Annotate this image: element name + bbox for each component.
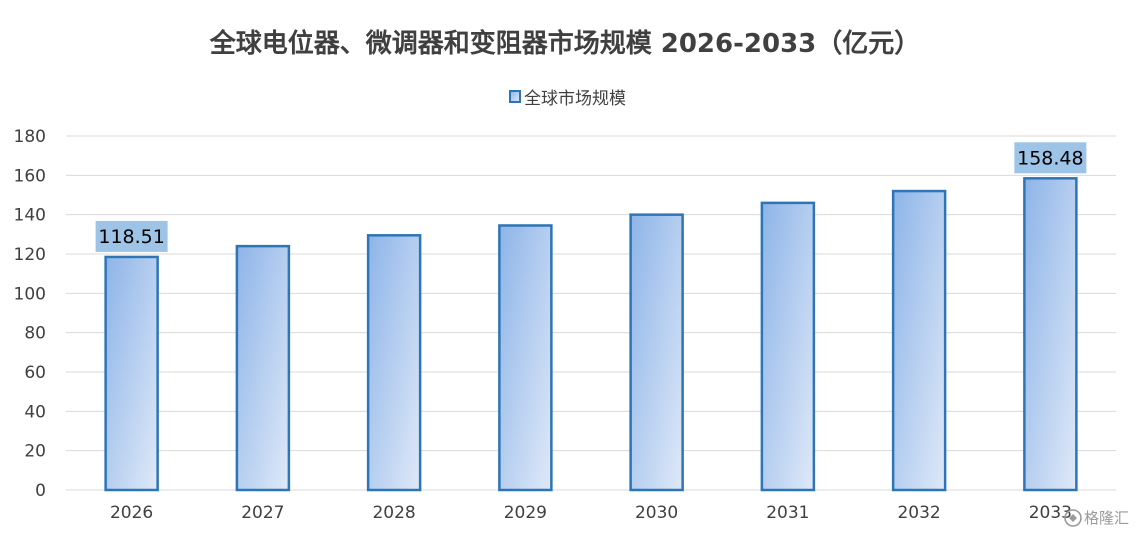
x-tick-label: 2029 <box>504 503 547 523</box>
bar <box>760 201 816 492</box>
bar <box>235 244 291 492</box>
legend-swatch <box>509 90 521 103</box>
legend: 全球市场规模 <box>509 89 626 109</box>
x-tick-label: 2031 <box>766 503 809 523</box>
bar <box>891 189 947 492</box>
y-tick-label: 60 <box>24 363 46 383</box>
y-tick-label: 180 <box>14 127 46 147</box>
x-tick-label: 2027 <box>241 503 284 523</box>
data-label: 158.48 <box>1017 147 1083 169</box>
y-tick-label: 120 <box>14 245 46 265</box>
y-tick-label: 40 <box>24 402 46 422</box>
y-tick-label: 0 <box>35 481 46 501</box>
x-tick-label: 2030 <box>635 503 678 523</box>
data-label: 118.51 <box>98 226 164 248</box>
bar <box>498 224 553 492</box>
watermark-text: 格隆汇 <box>1084 509 1129 527</box>
data-label-box <box>1014 142 1087 174</box>
y-tick-label: 140 <box>14 206 46 226</box>
x-tick-label: 2026 <box>110 503 153 523</box>
bar-layer <box>104 177 1078 492</box>
y-tick-label: 100 <box>14 284 46 304</box>
x-tick-label: 2033 <box>1029 503 1072 523</box>
chart-title: 全球电位器、微调器和变阻器市场规模 2026-2033（亿元） <box>209 28 921 59</box>
y-tick-label: 160 <box>14 166 46 186</box>
legend-label: 全球市场规模 <box>524 89 626 109</box>
x-tick-label: 2028 <box>372 503 415 523</box>
x-axis-ticks: 2026 2027 2028 2029 2030 2031 2032 2033 <box>110 503 1072 523</box>
bar <box>629 213 684 492</box>
bar <box>1023 177 1078 492</box>
y-tick-label: 80 <box>24 324 46 344</box>
y-axis-ticks: 0 20 40 60 80 100 120 140 160 180 <box>14 127 46 501</box>
watermark: 格隆汇 <box>1064 509 1129 527</box>
x-tick-label: 2032 <box>897 503 940 523</box>
y-tick-label: 20 <box>24 442 46 462</box>
data-label-box <box>95 220 168 252</box>
data-label-layer: 118.51 158.48 <box>95 142 1087 252</box>
watermark-logo-icon <box>1064 509 1082 527</box>
bar <box>104 255 159 492</box>
grid-layer <box>66 135 1116 491</box>
bar <box>366 234 422 492</box>
